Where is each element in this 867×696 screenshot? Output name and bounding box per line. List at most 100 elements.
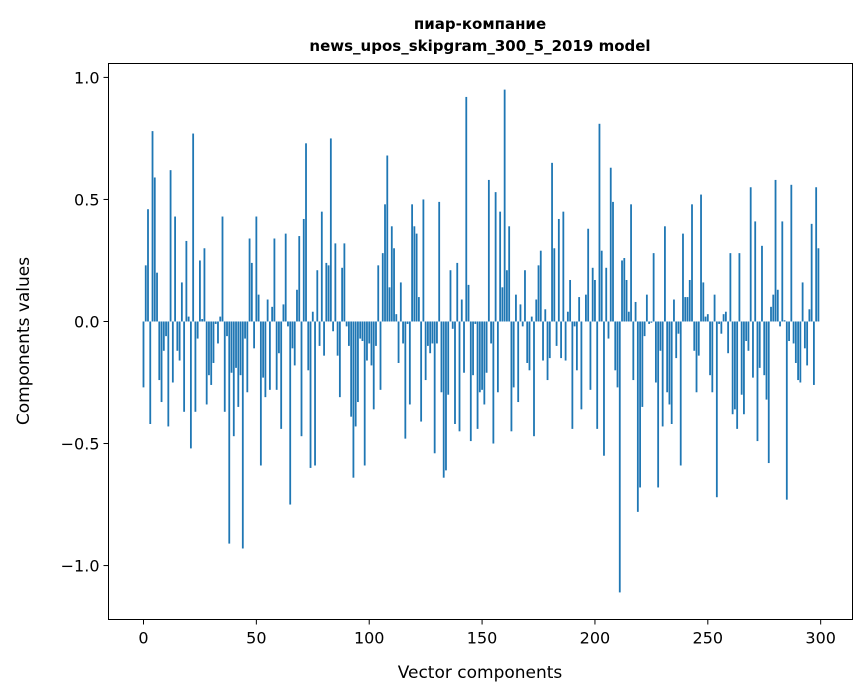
bar-132 xyxy=(440,321,443,393)
bar-208 xyxy=(612,201,614,322)
bar-278 xyxy=(770,306,772,322)
bar-288 xyxy=(792,321,795,344)
bar-157 xyxy=(496,321,499,393)
x-tick-label: 50 xyxy=(246,629,266,648)
bar-185 xyxy=(560,321,562,359)
bar-289 xyxy=(794,321,797,363)
bar-115 xyxy=(402,321,404,344)
bar-285 xyxy=(785,321,788,500)
bar-276 xyxy=(765,321,768,400)
bar-122 xyxy=(417,297,420,322)
bar-34 xyxy=(219,316,222,322)
bar-271 xyxy=(754,221,757,322)
bar-229 xyxy=(659,321,662,351)
bar-268 xyxy=(747,321,750,351)
bar-226 xyxy=(652,253,655,322)
bar-181 xyxy=(551,162,553,322)
bar-19 xyxy=(185,240,188,322)
bar-198 xyxy=(589,321,592,390)
bar-133 xyxy=(442,321,445,478)
bar-213 xyxy=(623,258,626,322)
bar-173 xyxy=(533,321,535,437)
bar-107 xyxy=(384,204,386,322)
bar-33 xyxy=(217,321,219,344)
bar-204 xyxy=(603,321,605,456)
bar-260 xyxy=(729,253,732,322)
bar-138 xyxy=(454,321,456,424)
bar-201 xyxy=(596,321,599,429)
bar-193 xyxy=(578,297,581,322)
bar-140 xyxy=(458,321,461,432)
bar-273 xyxy=(758,321,761,368)
bar-261 xyxy=(731,321,734,415)
bar-102 xyxy=(372,321,375,410)
bar-180 xyxy=(548,321,551,359)
bar-108 xyxy=(386,155,389,322)
bar-169 xyxy=(524,270,526,322)
bar-52 xyxy=(259,321,262,466)
bar-172 xyxy=(530,316,533,322)
bar-96 xyxy=(359,321,362,339)
bar-257 xyxy=(722,314,725,322)
bar-165 xyxy=(515,294,517,322)
bar-154 xyxy=(490,321,493,344)
bar-263 xyxy=(736,321,739,429)
bar-43 xyxy=(239,321,242,376)
bar-93 xyxy=(352,321,355,478)
bar-78 xyxy=(318,321,321,346)
bar-252 xyxy=(711,321,714,393)
bar-194 xyxy=(580,321,583,410)
bar-175 xyxy=(537,265,540,322)
bar-119 xyxy=(411,204,414,322)
bar-97 xyxy=(361,321,364,342)
bar-127 xyxy=(429,321,432,354)
bar-255 xyxy=(718,321,720,324)
bar-282 xyxy=(779,321,781,327)
bar-251 xyxy=(709,321,711,376)
bar-179 xyxy=(546,321,549,381)
y-tick-label: −1.0 xyxy=(61,557,100,576)
bar-155 xyxy=(492,321,495,444)
bar-130 xyxy=(436,321,438,344)
bar-41 xyxy=(235,321,237,368)
bar-203 xyxy=(600,250,603,322)
bar-197 xyxy=(587,228,590,322)
bar-253 xyxy=(713,294,716,322)
bar-174 xyxy=(535,299,538,322)
bar-215 xyxy=(627,311,630,322)
bar-272 xyxy=(756,321,759,442)
bar-60 xyxy=(278,321,280,354)
bar-264 xyxy=(738,253,741,322)
bar-209 xyxy=(614,321,617,371)
bar-79 xyxy=(320,211,323,322)
bar-299 xyxy=(817,248,820,322)
bar-144 xyxy=(467,284,470,322)
bar-274 xyxy=(761,245,763,322)
bar-286 xyxy=(788,321,790,342)
bar-225 xyxy=(650,321,653,323)
bar-216 xyxy=(630,204,632,322)
bar-84 xyxy=(332,321,335,332)
bar-32 xyxy=(214,321,217,324)
bar-95 xyxy=(357,321,359,403)
bar-98 xyxy=(363,321,366,466)
x-axis: 0 50 100 150 200 250 300 xyxy=(138,619,836,648)
bar-284 xyxy=(783,320,786,322)
bar-8 xyxy=(160,321,163,403)
bar-248 xyxy=(702,282,705,322)
bar-77 xyxy=(316,270,319,322)
bar-221 xyxy=(641,321,644,407)
bar-126 xyxy=(427,321,429,346)
bar-7 xyxy=(158,321,161,381)
bar-178 xyxy=(544,309,547,322)
bar-298 xyxy=(815,187,818,322)
bar-101 xyxy=(370,321,373,366)
bar-160 xyxy=(503,89,506,322)
bar-80 xyxy=(323,321,325,356)
bar-118 xyxy=(408,321,411,405)
bar-199 xyxy=(591,267,594,322)
bar-100 xyxy=(368,321,371,344)
bar-153 xyxy=(487,179,490,322)
bar-73 xyxy=(307,321,310,371)
bar-292 xyxy=(801,282,804,322)
